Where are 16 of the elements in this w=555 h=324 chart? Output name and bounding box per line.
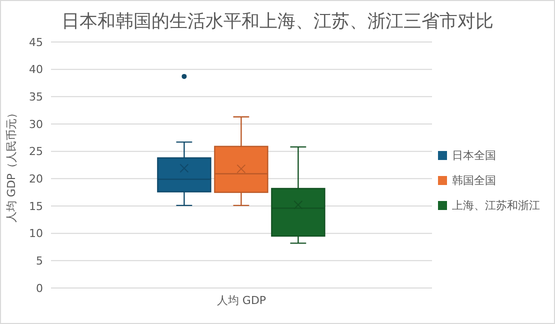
y-axis-title: 人均 GDP（人民币元） xyxy=(4,107,18,223)
y-tick-label: 45 xyxy=(29,36,43,49)
y-tick-label: 15 xyxy=(29,200,43,213)
chart-title: 日本和韩国的生活水平和上海、江苏、浙江三省市对比 xyxy=(60,10,494,34)
y-tick-label: 5 xyxy=(36,254,43,268)
x-tick-label: 人均 GDP xyxy=(216,294,266,307)
y-tick-label: 30 xyxy=(29,118,43,131)
legend-label: 韩国全国 xyxy=(451,172,497,188)
legend-label: 上海、江苏和浙江 xyxy=(451,198,540,212)
legend-label: 日本全国 xyxy=(451,148,497,162)
y-tick-label: 25 xyxy=(29,145,43,158)
y-tick-label: 40 xyxy=(29,63,43,76)
y-tick-label: 20 xyxy=(29,172,43,186)
y-tick-label: 10 xyxy=(29,227,43,240)
y-tick-label: 35 xyxy=(29,90,43,104)
y-tick-label: 0 xyxy=(36,282,43,295)
